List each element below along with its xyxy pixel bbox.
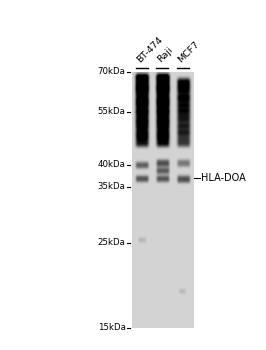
Text: MCF7: MCF7 [176, 40, 201, 64]
Text: Raji: Raji [156, 46, 174, 64]
Text: 55kDa: 55kDa [98, 107, 126, 116]
Text: 25kDa: 25kDa [98, 238, 126, 247]
Text: 70kDa: 70kDa [98, 67, 126, 76]
Text: BT-474: BT-474 [135, 35, 165, 64]
Text: 35kDa: 35kDa [98, 182, 126, 191]
Text: HLA-DOA: HLA-DOA [201, 173, 246, 183]
Text: 40kDa: 40kDa [98, 160, 126, 169]
Text: 15kDa: 15kDa [98, 323, 126, 332]
